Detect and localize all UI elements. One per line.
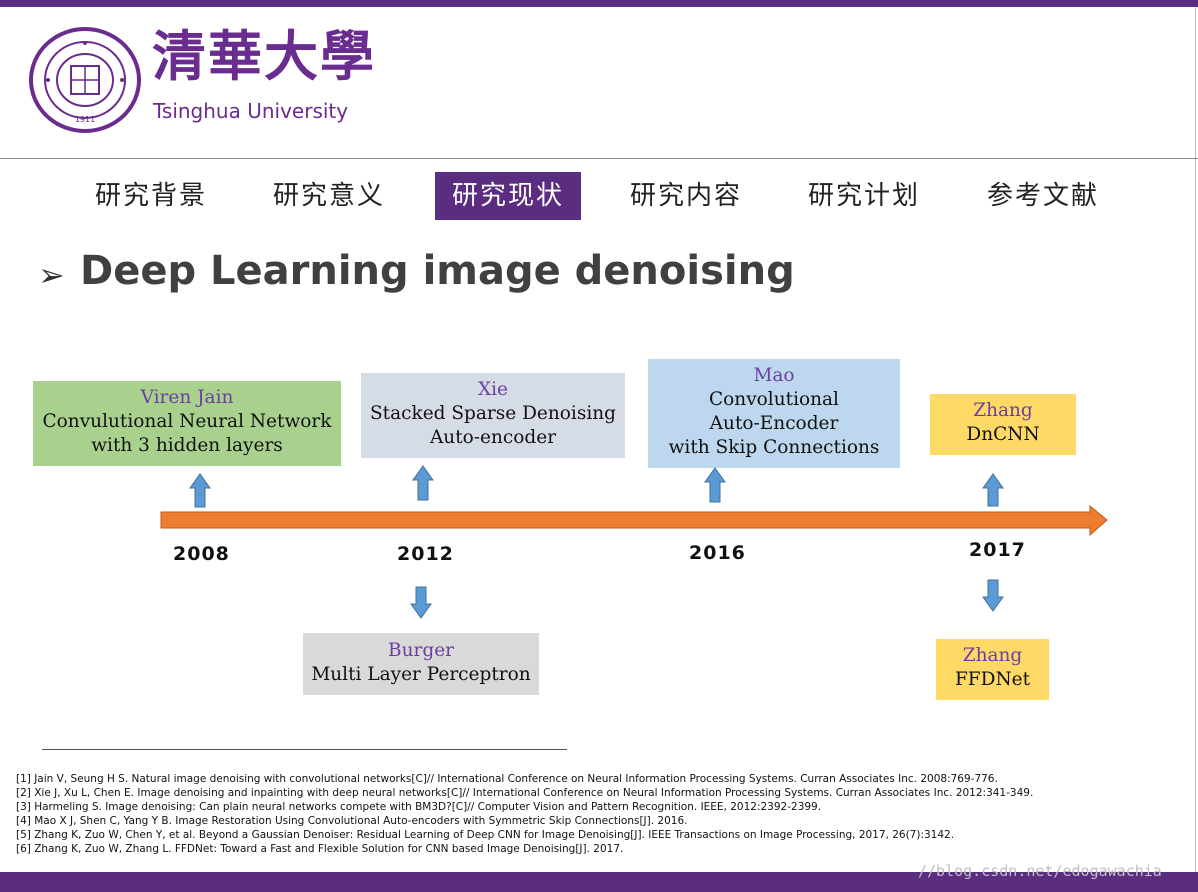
reference-item: [5] Zhang K, Zuo W, Chen Y, et al. Beyon… [16,829,955,841]
box-line: Auto-Encoder [709,413,839,434]
nav-tab[interactable]: 研究内容 [629,181,742,211]
nav-tab[interactable]: 研究背景 [94,181,207,211]
tsinghua-seal-logo: 1911 [29,27,141,133]
reference-item: [3] Harmeling S. Image denoising: Can pl… [16,801,822,813]
box-author: Xie [477,379,509,400]
reference-item: [6] Zhang K, Zuo W, Zhang L. FFDNet: Tow… [16,843,624,855]
box-author: Zhang [962,645,1023,666]
box-author: Viren Jain [140,387,234,408]
watermark-text: //blog.csdn.net/edogawachia [918,862,1162,880]
up-arrow-2012 [412,465,434,501]
timeline-main-arrow [160,504,1108,537]
box-line: FFDNet [954,669,1031,690]
slide-right-border [1195,7,1196,872]
box-line: Auto-encoder [429,427,557,448]
nav-tab[interactable]: 研究计划 [807,181,920,211]
down-arrow-2012 [410,586,432,619]
box-line: Multi Layer Perceptron [311,664,531,685]
year-label: 2012 [397,543,454,565]
box-line: Convulutional Neural Network [42,411,332,432]
box-author: Mao [753,365,795,386]
bottom-brand-bar [0,872,1198,892]
reference-item: [2] Xie J, Xu L, Chen E. Image denoising… [16,787,1034,799]
up-arrow-2017 [982,473,1004,507]
nav-tab[interactable]: 研究现状 [435,172,581,220]
title-bullet-icon: ➢ [38,256,65,294]
nav-tab[interactable]: 参考文献 [986,181,1099,211]
reference-item: [4] Mao X J, Shen C, Yang Y B. Image Res… [16,815,688,827]
timeline-box-xie: Xie Stacked Sparse Denoising Auto-encode… [361,373,625,458]
header-divider [0,158,1198,159]
year-label: 2016 [689,542,746,564]
timeline-box-mao: Mao Convolutional Auto-Encoder with Skip… [648,359,900,468]
up-arrow-2016 [704,467,726,503]
timeline-box-zhang-ffdnet: Zhang FFDNet [936,639,1049,700]
down-arrow-2017 [982,579,1004,612]
box-line: DnCNN [966,424,1040,445]
box-author: Burger [388,640,454,661]
box-line: Stacked Sparse Denoising [369,403,616,424]
slide-title: Deep Learning image denoising [80,248,795,294]
up-arrow-2008 [189,473,211,508]
university-name-english: Tsinghua University [153,99,349,123]
box-line: Convolutional [709,389,839,410]
year-label: 2008 [173,543,230,565]
year-label: 2017 [969,539,1026,561]
top-brand-bar [0,0,1198,7]
references-list: [1] Jain V, Seung H S. Natural image den… [16,772,1033,856]
box-line: with Skip Connections [668,437,880,458]
nav-tab[interactable]: 研究意义 [272,181,385,211]
reference-item: [1] Jain V, Seung H S. Natural image den… [16,773,998,785]
box-line: with 3 hidden layers [91,435,283,456]
timeline-box-zhang-dncnn: Zhang DnCNN [930,394,1076,455]
timeline-box-jain: Viren Jain Convulutional Neural Network … [33,381,341,466]
box-author: Zhang [973,400,1033,421]
timeline-box-burger: Burger Multi Layer Perceptron [303,633,539,695]
references-divider [42,749,567,750]
university-name-chinese: 清華大學 [152,24,376,88]
seal-year: 1911 [75,115,95,124]
